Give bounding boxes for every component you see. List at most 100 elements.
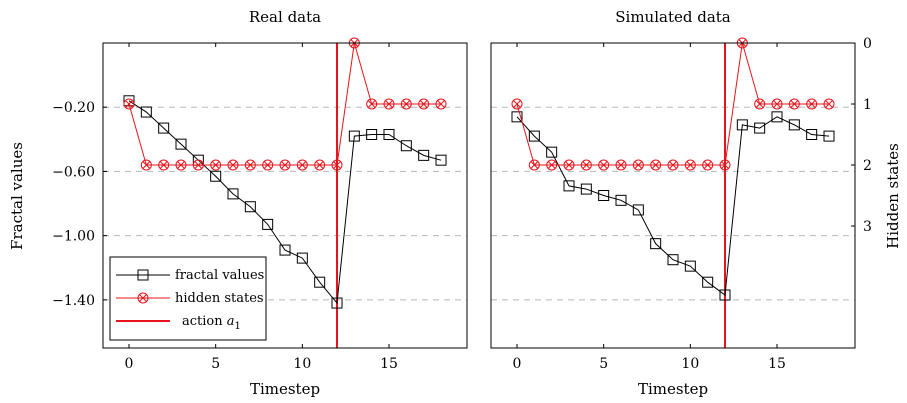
left-hidden-point-ring-4 [192,159,204,171]
legend-action-symbol: a [227,314,235,329]
right-hidden-point-ring-6 [615,159,627,171]
left-fractal-point-8 [262,218,274,230]
right-fractal-point-18 [823,130,835,142]
left-hidden-point-12 [331,159,343,171]
right-hidden-point-ring-16 [788,98,800,110]
right-hidden-point-ring-7 [632,159,644,171]
left-hidden-point-3 [175,159,187,171]
right-hidden-point-cross-b-14 [755,100,764,108]
left-hidden-point-ring-6 [227,159,239,171]
legend-item-fractal: fractal values [116,268,264,283]
legend-item-hidden: hidden states [116,291,264,306]
left-ytick-label-1: −0.60 [52,164,95,180]
left-hidden-point-ring-11 [314,159,326,171]
legend-item-action: action a1 [116,314,241,332]
left-fractal-point-5 [210,170,222,182]
left-hidden-point-ring-12 [331,159,343,171]
legend: fractal values hidden states action a1 [109,256,267,341]
left-chart-title: Real data [249,8,321,26]
right-hidden-point-3 [563,159,575,171]
left-hidden-point-cross-b-18 [437,100,445,108]
right-hidden-point-cross-b-17 [807,100,816,108]
left-fractal-point-10 [296,252,308,264]
right-fractal-point-13 [736,119,748,131]
left-fractal-point-12 [331,297,343,309]
right-hidden-point-ring-3 [563,159,575,171]
left-fractal-point-9 [279,244,291,256]
left-hidden-point-0 [123,98,135,110]
right-fractal-point-1 [528,130,540,142]
right-hidden-point-ring-12 [719,159,731,171]
simulated-data-panel: Simulated data 0 5 10 15 0 1 2 3 Timestep Hidde… [490,8,902,398]
right-hidden-point-cross-b-4 [582,161,591,169]
right-hidden-point-ring-11 [702,159,714,171]
right-hidden-point-cross-b-8 [651,161,660,169]
right-hidden-point-8 [650,159,662,171]
left-hidden-point-5 [210,159,222,171]
left-hidden-point-17 [418,98,430,110]
legend-hidden-label: hidden states [175,291,264,306]
right-hidden-point-ring-9 [667,159,679,171]
left-ytick-label-0: −0.20 [52,100,95,116]
right-plot-frame [490,42,856,349]
left-hidden-point-6 [227,159,239,171]
right-hidden-point-cross-b-12 [721,161,729,169]
left-hidden-point-10 [296,159,308,171]
right-hidden-point-cross-b-10 [686,161,695,169]
left-hidden-point-2 [158,159,170,171]
right-y2tick-label-2: 2 [863,158,872,174]
right-hidden-point-9 [667,159,679,171]
right-hidden-point-cross-b-16 [790,100,799,108]
legend-action-label: action a1 [182,314,241,332]
right-hidden-point-ring-4 [580,159,592,171]
left-hidden-point-cross-b-3 [177,161,185,169]
left-fractal-line [128,100,442,305]
right-hidden-point-16 [788,98,800,110]
left-hidden-point-cross-b-0 [125,100,133,108]
right-hidden-point-6 [615,159,627,171]
legend-action-subscript: 1 [235,321,241,332]
left-hidden-point-9 [279,159,291,171]
left-hidden-point-cross-b-8 [263,161,272,169]
left-fractal-point-11 [314,276,326,288]
right-hidden-point-cross-b-5 [599,161,608,169]
right-y2tick-label-0: 0 [863,36,872,52]
right-hidden-point-cross-b-3 [565,161,573,169]
left-hidden-point-cross-b-2 [159,161,168,169]
right-hidden-point-cross-b-2 [547,161,556,169]
left-ytick-label-2: −1.00 [52,229,95,245]
right-hidden-point-cross-b-9 [669,161,677,169]
left-fractal-point-18 [435,154,447,166]
right-hidden-point-17 [806,98,818,110]
left-xtick-label-0: 0 [125,356,134,372]
left-hidden-point-cross-b-10 [298,161,307,169]
right-hidden-point-11 [702,159,714,171]
left-hidden-point-ring-2 [158,159,170,171]
right-hidden-point-ring-5 [598,159,610,171]
right-fractal-point-17 [806,129,818,140]
left-hidden-point-cross-b-1 [142,161,151,169]
right-xtick-label-3: 15 [768,356,786,372]
left-hidden-point-ring-17 [418,98,430,110]
right-hidden-point-0 [511,98,523,110]
right-fractal-point-15 [771,111,783,123]
left-fractal-point-13 [348,130,360,142]
right-hidden-point-10 [684,159,696,171]
right-fractal-point-7 [632,204,644,216]
left-hidden-point-ring-0 [123,98,135,110]
left-hidden-point-ring-8 [262,159,274,171]
right-hidden-point-4 [580,159,592,171]
left-fractal-point-3 [175,138,187,150]
right-hidden-point-ring-15 [771,98,783,110]
left-xtick-label-3: 15 [380,356,398,372]
left-hidden-point-cross-b-17 [419,100,428,108]
right-hidden-point-14 [754,98,766,110]
legend-fractal-label: fractal values [175,268,264,283]
right-hidden-point-ring-2 [546,159,558,171]
left-hidden-point-ring-9 [279,159,291,171]
left-hidden-point-cross-b-16 [402,100,411,108]
legend-action-text: action [182,314,227,329]
left-hidden-point-ring-18 [435,98,447,110]
legend-square-marker [137,269,149,281]
left-fractal-point-15 [383,129,395,140]
